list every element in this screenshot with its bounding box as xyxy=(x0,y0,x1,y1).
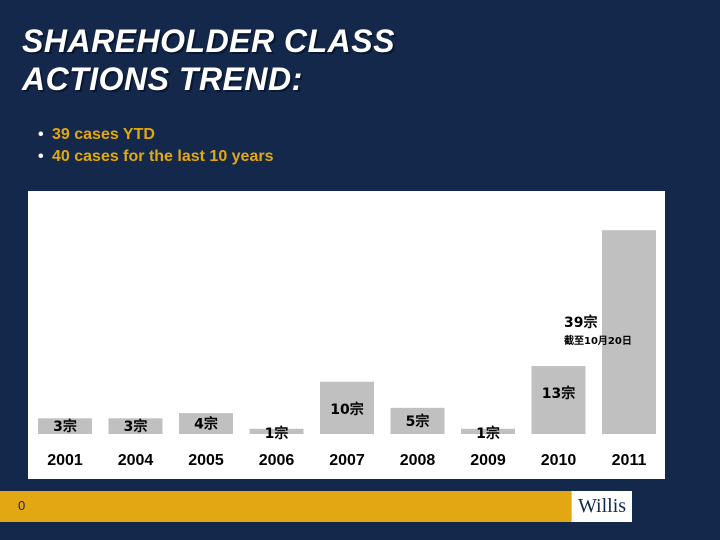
annotation-label: 截至10月20日 xyxy=(564,334,632,347)
title-line-1: SHAREHOLDER CLASS xyxy=(22,23,395,59)
x-tick-label-2004: 2004 xyxy=(118,452,154,469)
bar-2007 xyxy=(320,381,374,434)
bar-2008 xyxy=(390,407,445,434)
x-tick-label-2008: 2008 xyxy=(400,452,436,469)
footer-bar xyxy=(0,491,632,522)
bar-chart: 3宗 2001 3宗 2004 4宗 2005 1宗 2006 10宗 2007 5宗 2008 1宗 2… xyxy=(38,230,656,469)
data-label-2011: 39宗 xyxy=(564,314,597,331)
bar-2009 xyxy=(461,428,515,434)
x-tick-label-2006: 2006 xyxy=(259,452,295,469)
bullet-dot-icon: • xyxy=(38,126,44,143)
x-tick-label-2011: 2011 xyxy=(612,452,647,469)
title-line-2: ACTIONS TREND: xyxy=(22,61,303,97)
chart-panel: 3宗 2001 3宗 2004 4宗 2005 1宗 2006 10宗 2007 5宗 2008 1宗 2… xyxy=(28,191,665,479)
x-tick-label-2010: 2010 xyxy=(541,452,577,469)
x-tick-label-2007: 2007 xyxy=(329,452,365,469)
data-label-2010: 13宗 xyxy=(542,385,575,402)
bullet-text: 39 cases YTD xyxy=(52,126,155,143)
bullet-list: • 39 cases YTD • 40 cases for the last 10 … xyxy=(38,124,273,168)
data-label-2009: 1宗 xyxy=(476,425,500,442)
bar-2010 xyxy=(531,366,586,434)
x-tick-label-2005: 2005 xyxy=(188,452,224,469)
x-tick-label-2001: 2001 xyxy=(47,452,83,469)
x-tick-label-2009: 2009 xyxy=(470,452,506,469)
data-label-2007: 10宗 xyxy=(330,401,363,418)
data-label-2004: 3宗 xyxy=(124,418,148,435)
bullet-item: • 40 cases for the last 10 years xyxy=(38,146,273,168)
data-label-2005: 4宗 xyxy=(194,416,218,433)
bullet-text: 40 cases for the last 10 years xyxy=(52,148,274,165)
willis-logo: Willis xyxy=(571,491,632,522)
bullet-item: • 39 cases YTD xyxy=(38,124,273,146)
page-number: 0 xyxy=(18,498,26,513)
bar-2006 xyxy=(249,428,304,434)
page-title: SHAREHOLDER CLASS ACTIONS TREND: xyxy=(22,22,622,98)
data-label-2008: 5宗 xyxy=(406,413,430,430)
data-label-2006: 1宗 xyxy=(265,425,289,442)
bar-2001 xyxy=(38,418,92,434)
data-label-2001: 3宗 xyxy=(53,418,77,435)
bar-2004 xyxy=(108,418,163,434)
bullet-dot-icon: • xyxy=(38,148,44,165)
bar-2005 xyxy=(179,413,233,434)
bar-2011 xyxy=(602,230,656,434)
